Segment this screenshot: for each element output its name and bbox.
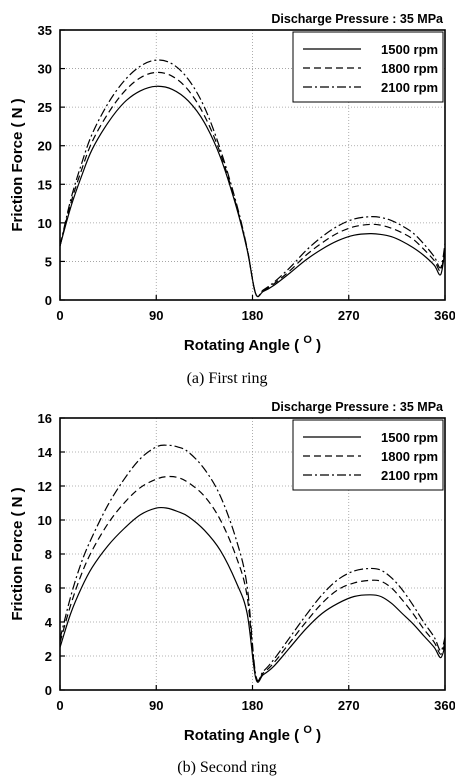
y-axis-label: Friction Force ( N ) bbox=[9, 487, 26, 620]
legend-label: 2100 rpm bbox=[381, 468, 438, 483]
x-tick-label: 270 bbox=[338, 308, 360, 323]
legend: 1500 rpm 1800 rpm 2100 rpm bbox=[292, 419, 444, 491]
y-tick-label: 14 bbox=[38, 445, 53, 460]
x-axis-label-degree: O bbox=[303, 724, 312, 736]
x-tick-label: 360 bbox=[434, 308, 455, 323]
series-line-2100-rpm bbox=[59, 444, 446, 682]
series-line-1800-rpm bbox=[59, 475, 446, 683]
y-tick-label: 4 bbox=[45, 615, 53, 630]
legend-label: 1800 rpm bbox=[381, 449, 438, 464]
chart-title: Discharge Pressure : 35 MPa bbox=[271, 400, 444, 414]
series-group bbox=[59, 59, 446, 298]
y-tick-label: 10 bbox=[38, 513, 52, 528]
x-tick-label: 180 bbox=[242, 308, 264, 323]
y-tick-label: 30 bbox=[38, 62, 52, 77]
legend-label: 1800 rpm bbox=[381, 61, 438, 76]
chart-panel-2: 0 90 180 270 360 0 2 4 6 8 10 12 14 16 Discharge Press… bbox=[9, 400, 455, 776]
x-axis-label-close: ) bbox=[312, 727, 321, 744]
series-line-2100-rpm bbox=[59, 59, 446, 298]
x-axis-label-text: Rotating Angle ( bbox=[184, 727, 303, 744]
legend-label: 1500 rpm bbox=[381, 430, 438, 445]
x-axis-label: Rotating Angle ( O ) bbox=[184, 334, 321, 354]
chart-title: Discharge Pressure : 35 MPa bbox=[271, 12, 444, 26]
y-tick-label: 15 bbox=[38, 177, 52, 192]
x-axis-label-close: ) bbox=[312, 337, 321, 354]
series-line-1500-rpm bbox=[59, 85, 446, 298]
y-tick-label: 0 bbox=[45, 293, 52, 308]
x-tick-label: 0 bbox=[56, 308, 63, 323]
x-tick-label: 90 bbox=[149, 308, 163, 323]
x-axis-label-degree: O bbox=[303, 334, 312, 346]
figure-caption: (a) First ring bbox=[187, 370, 268, 387]
x-axis-label-text: Rotating Angle ( bbox=[184, 337, 303, 354]
y-tick-label: 6 bbox=[45, 581, 52, 596]
x-tick-label: 0 bbox=[56, 698, 63, 713]
chart-panel-1: 0 90 180 270 360 0 5 10 15 20 25 30 35 Discharge Pres… bbox=[9, 12, 455, 387]
x-tick-label: 90 bbox=[149, 698, 163, 713]
y-axis-label: Friction Force ( N ) bbox=[9, 98, 26, 231]
figure-caption: (b) Second ring bbox=[177, 759, 277, 776]
legend-box bbox=[292, 419, 444, 491]
y-tick-label: 0 bbox=[45, 683, 52, 698]
y-tick-label: 12 bbox=[38, 479, 52, 494]
series-line-1500-rpm bbox=[59, 506, 446, 683]
y-tick-label: 10 bbox=[38, 216, 52, 231]
y-tick-label: 8 bbox=[45, 547, 52, 562]
y-tick-label: 5 bbox=[45, 254, 52, 269]
x-axis-label: Rotating Angle ( O ) bbox=[184, 724, 321, 744]
y-tick-label: 35 bbox=[38, 23, 52, 38]
legend-box bbox=[292, 31, 444, 103]
legend-label: 1500 rpm bbox=[381, 42, 438, 57]
x-tick-label: 360 bbox=[434, 698, 455, 713]
y-tick-label: 16 bbox=[38, 411, 52, 426]
legend: 1500 rpm 1800 rpm 2100 rpm bbox=[292, 31, 444, 103]
x-tick-label: 270 bbox=[338, 698, 360, 713]
legend-label: 2100 rpm bbox=[381, 80, 438, 95]
y-tick-label: 2 bbox=[45, 649, 52, 664]
x-tick-label: 180 bbox=[242, 698, 264, 713]
y-tick-label: 25 bbox=[38, 100, 52, 115]
y-tick-label: 20 bbox=[38, 139, 52, 154]
series-line-1800-rpm bbox=[59, 71, 446, 298]
series-group bbox=[59, 444, 446, 683]
